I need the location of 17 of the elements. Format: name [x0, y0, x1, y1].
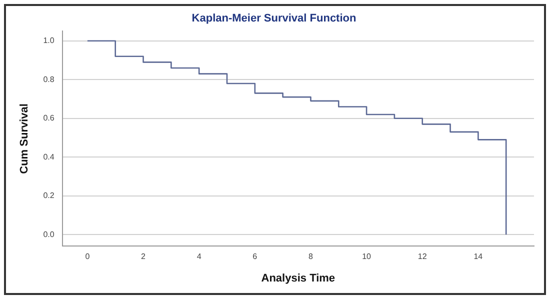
x-tick-label: 2 — [141, 252, 146, 262]
x-tick-label: 10 — [362, 252, 372, 262]
y-tick-label: 0.8 — [43, 74, 55, 84]
y-tick-label: 0.2 — [43, 191, 55, 200]
x-axis-title: Analysis Time — [261, 272, 336, 284]
x-tick-label: 6 — [252, 252, 258, 262]
x-tick-label: 4 — [196, 252, 202, 262]
y-tick-label: 0.4 — [43, 152, 55, 162]
y-axis-title: Cum Survival — [18, 104, 31, 174]
x-tick-label: 8 — [308, 252, 314, 262]
chart-title: Kaplan-Meier Survival Function — [192, 12, 356, 25]
x-tick-label: 0 — [85, 252, 90, 262]
y-tick-label: 0.0 — [43, 230, 55, 239]
x-tick-label: 14 — [474, 252, 484, 262]
y-tick-label: 1.0 — [43, 36, 55, 46]
x-tick-label: 12 — [418, 252, 428, 262]
y-tick-label: 0.6 — [43, 114, 55, 123]
